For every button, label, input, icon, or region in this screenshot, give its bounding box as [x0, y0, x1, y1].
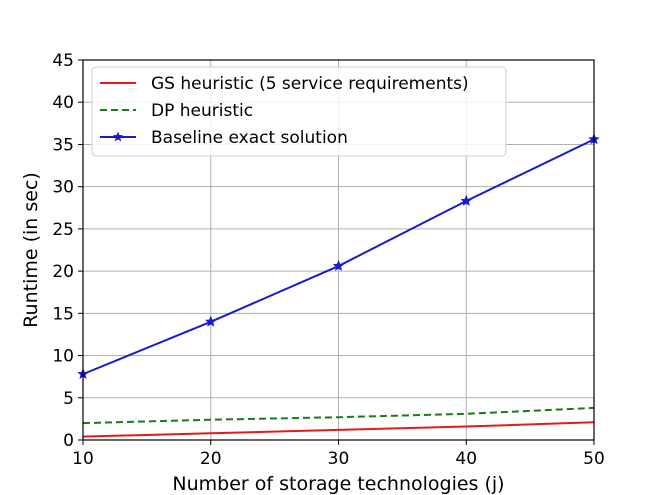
y-tick-label: 25 — [52, 220, 74, 240]
y-tick-label: 35 — [52, 135, 74, 155]
x-tick-label: 40 — [455, 449, 477, 469]
legend-label: GS heuristic (5 service requirements) — [151, 74, 469, 94]
legend-item: DP heuristic — [100, 101, 253, 121]
y-tick-label: 15 — [52, 304, 74, 324]
y-tick-label: 40 — [52, 93, 74, 113]
y-tick-label: 20 — [52, 262, 74, 282]
x-tick-label: 50 — [583, 449, 605, 469]
legend: GS heuristic (5 service requirements) DP … — [91, 66, 507, 157]
y-tick-label: 0 — [63, 431, 74, 451]
series-line — [82, 421, 595, 438]
y-tick-label: 10 — [52, 347, 74, 367]
y-tick-label: 45 — [52, 51, 74, 71]
x-tick-label: 10 — [72, 449, 94, 469]
series-line — [82, 406, 595, 425]
legend-marker — [112, 131, 124, 142]
y-tick-label: 5 — [63, 389, 74, 409]
x-tick-label: 30 — [328, 449, 350, 469]
series-1 — [82, 406, 595, 425]
legend-label: Baseline exact solution — [151, 128, 348, 148]
series-0 — [82, 421, 595, 438]
data-point — [204, 315, 217, 327]
data-point — [332, 259, 345, 272]
x-axis-label: Number of storage technologies (j) — [172, 473, 504, 495]
legend-label: DP heuristic — [151, 101, 253, 121]
legend-item: GS heuristic (5 service requirements) — [100, 74, 469, 94]
axis-ticks: 10 20 30 40 50 0 5 10 15 20 25 30 35 40 45 — [52, 51, 604, 469]
x-tick-label: 20 — [200, 449, 222, 469]
y-axis-label: Runtime (in sec) — [20, 172, 42, 328]
legend-box — [91, 66, 507, 157]
series-layer — [77, 133, 600, 438]
legend-item: Baseline exact solution — [100, 128, 348, 148]
y-tick-label: 30 — [52, 178, 74, 198]
data-point — [460, 194, 473, 207]
